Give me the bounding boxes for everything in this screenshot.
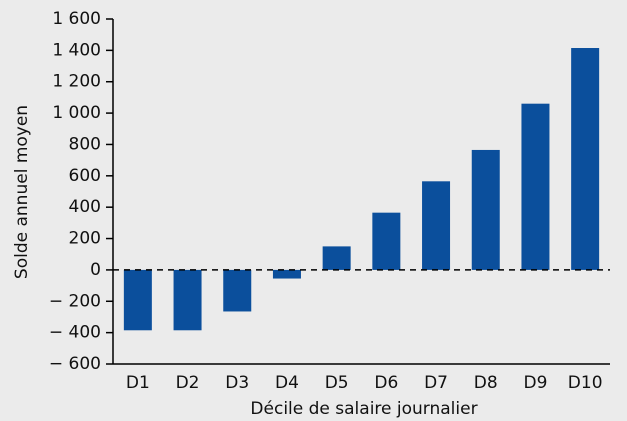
x-tick-label: D1 [126,373,150,393]
x-tick-label: D2 [176,373,200,393]
bar [422,181,451,270]
bar [322,246,351,270]
x-tick-label: D3 [225,373,249,393]
y-tick-label: − 200 [49,291,101,311]
x-axis-label: Décile de salaire journalier [250,399,477,419]
x-tick-label: D10 [568,373,603,393]
y-tick-label: 600 [69,166,101,186]
bar [173,269,202,331]
x-tick-label: D8 [474,373,498,393]
bar [372,212,401,270]
y-tick-label: 200 [69,229,101,249]
bar [272,269,301,279]
y-tick-label: 1 200 [52,72,101,92]
bar [223,269,252,312]
bar [471,149,500,270]
x-tick-label: D9 [523,373,547,393]
y-tick-label: 800 [69,134,101,154]
bar [521,103,550,270]
y-tick-label: 1 600 [52,9,101,29]
y-tick-label: 1 000 [52,103,101,123]
y-tick-label: 0 [90,260,101,280]
x-tick-label: D7 [424,373,448,393]
bar [123,269,152,331]
y-tick-label: − 600 [49,354,101,374]
bar [571,48,600,270]
x-tick-label: D6 [374,373,398,393]
x-tick-label: D4 [275,373,299,393]
y-tick-label: 1 400 [52,40,101,60]
y-tick-label: − 400 [49,323,101,343]
y-axis-label: Solde annuel moyen [12,105,32,279]
x-tick-label: D5 [325,373,349,393]
y-tick-label: 400 [69,197,101,217]
